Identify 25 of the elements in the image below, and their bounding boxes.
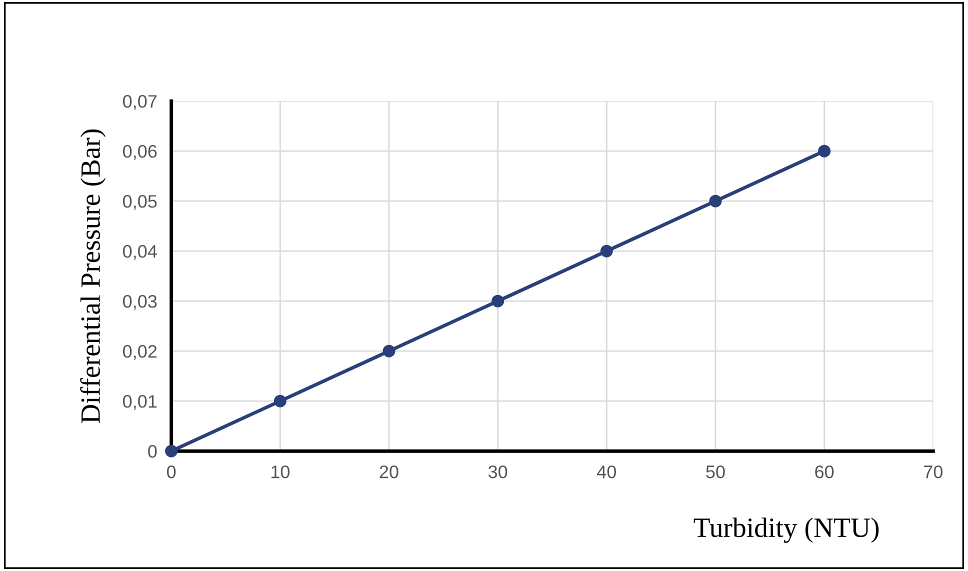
point: [382, 344, 396, 358]
y-tick-label: 0,03: [123, 295, 157, 310]
y-axis-title: Differential Pressure (Bar): [80, 129, 106, 424]
x-tick-label: 70: [924, 465, 942, 478]
x-tick-label: 50: [706, 465, 725, 478]
x-tick-label: 30: [488, 465, 508, 478]
x-tick-label: 10: [272, 465, 290, 478]
x-tick-label: 60: [815, 465, 834, 478]
point: [600, 244, 613, 258]
y-tick-label: 0,04: [123, 245, 157, 260]
x-tick-label: 0: [167, 465, 176, 478]
point: [818, 144, 831, 158]
x-axis-title: Turbidity (NTU): [694, 518, 879, 543]
y-tick-label: 0: [148, 445, 157, 458]
point: [492, 294, 504, 308]
y-tick-label: 0,02: [123, 345, 157, 360]
x-tick-label: 20: [380, 465, 398, 478]
point: [274, 394, 286, 408]
x-tick-label: 40: [597, 465, 616, 478]
y-tick-label: 0,07: [123, 95, 157, 110]
y-tick-label: 0,06: [123, 145, 157, 160]
point: [165, 444, 178, 458]
y-tick-label: 0,01: [123, 395, 157, 410]
y-tick-label: 0,05: [123, 195, 157, 210]
point: [709, 194, 722, 208]
